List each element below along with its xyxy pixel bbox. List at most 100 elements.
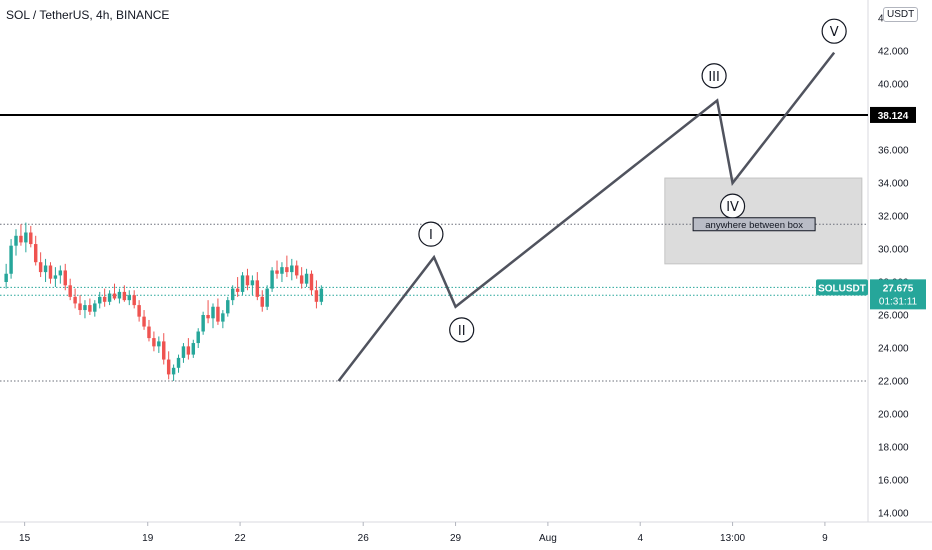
candle-body	[127, 295, 132, 301]
candle-body	[270, 270, 274, 289]
candle-body	[250, 280, 255, 286]
wave-label-circle	[701, 63, 727, 89]
level-price-tag-text: 38.124	[878, 111, 909, 122]
symbol-name-tag	[816, 279, 868, 296]
candle-body	[196, 331, 200, 344]
candle-body	[14, 235, 18, 246]
y-tick-label: 14.000	[878, 509, 909, 520]
candle-body	[166, 359, 171, 375]
wave-label-text: V	[830, 25, 839, 40]
x-tick-label: 13:00	[720, 533, 745, 544]
y-tick-label: 36.000	[878, 146, 909, 157]
candle-body	[102, 296, 107, 302]
y-tick-label: 34.000	[878, 179, 909, 190]
candle-body	[78, 303, 82, 311]
x-tick-label: Aug	[539, 533, 557, 544]
candle-body	[93, 303, 97, 312]
candle-body	[162, 341, 166, 360]
candle-body	[240, 275, 245, 292]
wave-label-circle	[821, 18, 847, 44]
candle-body	[176, 357, 181, 368]
x-tick-label: 15	[19, 533, 31, 544]
candle-body	[280, 267, 284, 274]
candle-body	[33, 244, 38, 263]
candle-body	[260, 296, 264, 307]
wave-label-circle	[449, 317, 475, 343]
wave-label-text: I	[429, 228, 433, 243]
y-tick-label: 22.000	[878, 377, 909, 388]
candle-body	[181, 346, 186, 358]
wave-label-text: IV	[726, 200, 739, 215]
wave-label[interactable]: III	[701, 63, 727, 89]
candle-body	[314, 290, 319, 302]
elliott-wave-path[interactable]	[337, 51, 836, 382]
candle-body	[216, 306, 220, 322]
wave-label-text: III	[708, 70, 720, 85]
candle-body	[275, 270, 279, 274]
y-tick-label: 24.000	[878, 344, 909, 355]
x-tick-label: 29	[450, 533, 462, 544]
candle-body	[186, 346, 191, 355]
candle-body	[58, 270, 63, 276]
candle-body	[132, 295, 136, 306]
wave-label[interactable]: I	[418, 221, 444, 247]
candle-body	[309, 273, 314, 291]
y-tick-label: 26.000	[878, 311, 909, 322]
box-note-text[interactable]: anywhere between box	[705, 220, 803, 231]
candle-body	[137, 305, 141, 317]
candle-body	[235, 288, 240, 292]
candle-body	[68, 285, 72, 297]
candle-body	[122, 291, 127, 301]
x-tick-label: 26	[358, 533, 370, 544]
candle-body	[98, 296, 102, 304]
candle-body	[255, 280, 260, 297]
candle-body	[38, 262, 43, 273]
candle-body	[107, 293, 112, 302]
candle-body	[304, 273, 309, 284]
y-tick-label: 18.000	[878, 443, 909, 454]
y-tick-label: 20.000	[878, 410, 909, 421]
wave-label-circle	[418, 221, 444, 247]
y-tick-label: 30.000	[878, 245, 909, 256]
symbol-name-tag-text: SOLUSDT	[818, 283, 866, 294]
x-tick-label: 19	[142, 533, 154, 544]
candle-body	[147, 326, 151, 339]
candle-body	[24, 232, 28, 243]
candle-body	[221, 313, 225, 322]
candle-body	[265, 288, 269, 307]
candle-body	[201, 315, 205, 332]
y-tick-label: 42.000	[878, 47, 909, 58]
candle-body	[4, 273, 8, 282]
box-note-background	[692, 217, 816, 232]
y-tick-label: 32.000	[878, 212, 909, 223]
candle-body	[211, 306, 215, 319]
candle-body	[157, 341, 161, 347]
current-price-text: 27.675	[883, 283, 914, 294]
wave-label[interactable]: II	[449, 317, 475, 343]
y-tick-label: 4	[878, 14, 884, 25]
candle-body	[73, 296, 77, 304]
candle-body	[142, 316, 146, 327]
bar-countdown-text: 01:31:11	[879, 296, 918, 307]
candle-body	[43, 265, 48, 273]
candle-body	[48, 265, 53, 279]
candle-body	[112, 293, 117, 299]
y-tick-label: 16.000	[878, 476, 909, 487]
symbol-title: SOL / TetherUS, 4h, BINANCE	[6, 8, 170, 22]
x-tick-label: 9	[822, 533, 828, 544]
current-price-tag	[870, 279, 926, 310]
wave-label[interactable]: IV	[719, 193, 746, 219]
level-price-tag	[870, 106, 916, 123]
candle-body	[226, 300, 230, 314]
x-tick-label: 22	[235, 533, 247, 544]
candle-body	[88, 305, 92, 312]
candle-body	[117, 291, 122, 299]
x-tick-label: 4	[637, 533, 643, 544]
candle-body	[319, 288, 324, 302]
currency-unit-button[interactable]: USDT	[883, 7, 919, 22]
candle-body	[299, 275, 304, 284]
wave-label[interactable]: V	[821, 18, 847, 44]
candle-body	[191, 343, 196, 355]
candle-body	[245, 275, 250, 286]
